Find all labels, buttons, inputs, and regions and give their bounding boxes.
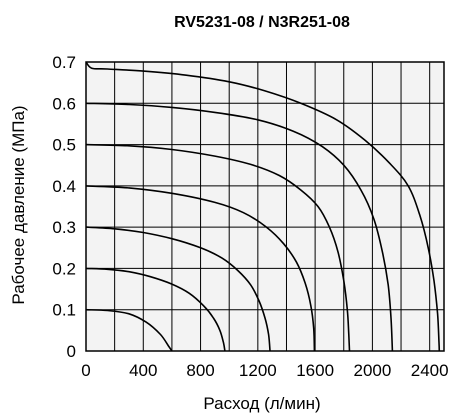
series-group (85, 61, 441, 352)
y-tick-label: 0.7 (52, 53, 76, 72)
plot-area (86, 62, 444, 351)
y-tick-label: 0.3 (52, 218, 76, 237)
series-line-5 (85, 143, 351, 352)
series-line-2 (85, 267, 226, 352)
x-tick-label: 1200 (239, 361, 277, 380)
x-axis-label: Расход (л/мин) (203, 394, 320, 413)
y-tick-label: 0.5 (52, 136, 76, 155)
series-line-6 (85, 102, 394, 352)
y-tick-label: 0 (67, 342, 76, 361)
plot-frame (85, 61, 445, 352)
chart-title: RV5231-08 / N3R251-08 (174, 14, 350, 31)
y-tick-label: 0.6 (52, 94, 76, 113)
x-tick-label: 400 (129, 361, 157, 380)
grid (86, 62, 444, 351)
y-tick-label: 0.4 (52, 177, 76, 196)
series-line-7 (85, 61, 441, 352)
y-tick-label: 0.1 (52, 301, 76, 320)
x-tick-label: 1600 (296, 361, 334, 380)
x-tick-label: 2400 (411, 361, 449, 380)
x-tick-label: 2000 (353, 361, 391, 380)
y-axis-label: Рабочее давление (МПа) (9, 105, 28, 304)
x-tick-label: 0 (81, 361, 90, 380)
x-tick-labels: 0 400 800 1200 1600 2000 2400 (81, 361, 448, 380)
y-tick-label: 0.2 (52, 259, 76, 278)
series-line-3 (85, 226, 271, 352)
series-line-1 (85, 308, 173, 352)
y-tick-labels: 0 0.1 0.2 0.3 0.4 0.5 0.6 0.7 (52, 53, 76, 361)
x-tick-label: 800 (186, 361, 214, 380)
series-line-4 (85, 185, 316, 352)
